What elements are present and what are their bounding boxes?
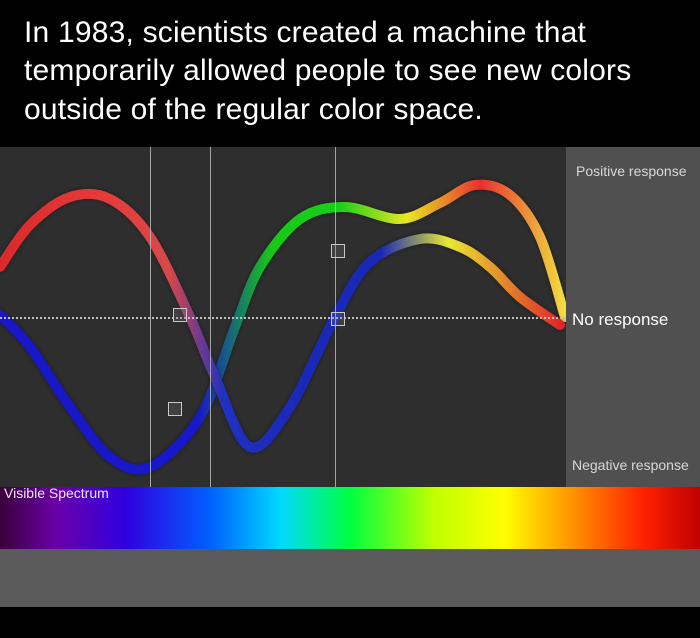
drag-handle[interactable] [173,308,187,322]
no-response-line [0,317,566,319]
drag-handle[interactable] [168,402,182,416]
vertical-guide-line [210,147,211,487]
label-negative-response: Negative response [572,457,689,473]
chart-side-panel: Positive response No response Negative r… [566,147,700,487]
footer-bar [0,549,700,607]
vertical-guide-line [150,147,151,487]
drag-handle[interactable] [331,312,345,326]
drag-handle[interactable] [331,244,345,258]
spectrum-section: Visible Spectrum [0,487,700,549]
chart-area: Positive response No response Negative r… [0,147,700,487]
header-text: In 1983, scientists created a machine th… [24,14,676,129]
spectrum-label: Visible Spectrum [4,485,109,501]
label-no-response: No response [572,310,668,330]
header: In 1983, scientists created a machine th… [0,0,700,147]
label-positive-response: Positive response [576,163,687,179]
chart-plot [0,147,566,487]
